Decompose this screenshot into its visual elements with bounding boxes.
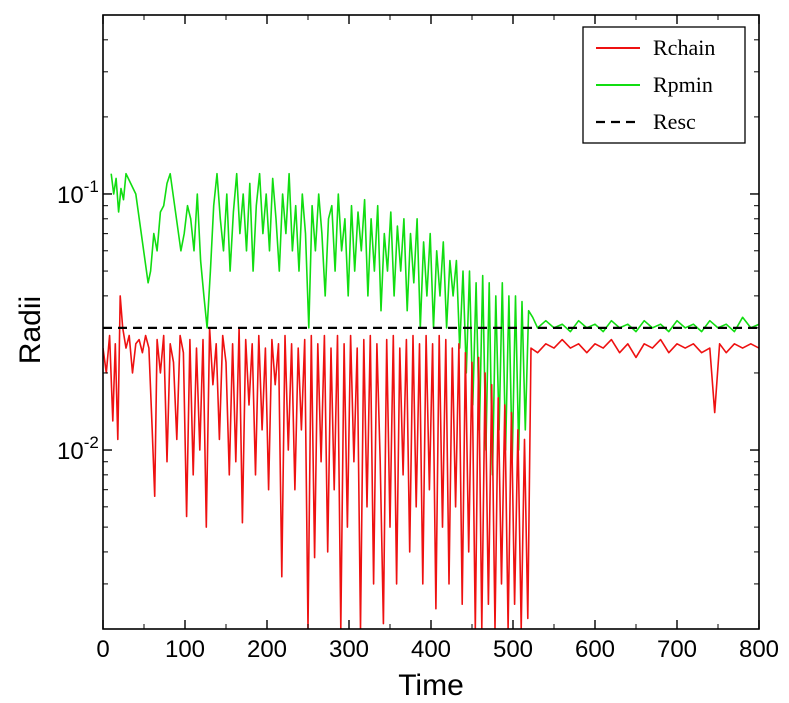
series-line-rpmin — [110, 172, 759, 476]
series-rpmin — [110, 172, 759, 476]
y-tick-label-exponent: -2 — [84, 433, 99, 452]
y-tick-label: 10-2 — [57, 433, 99, 465]
legend-label-resc: Resc — [653, 109, 696, 134]
x-tick-label: 400 — [411, 636, 451, 663]
y-tick-label-base: 10 — [57, 438, 84, 465]
legend-label-rchain: Rchain — [653, 35, 715, 60]
x-tick-label: 700 — [657, 636, 697, 663]
series-layer — [103, 172, 759, 629]
x-tick-label: 200 — [247, 636, 287, 663]
x-axis-title: Time — [398, 669, 464, 702]
series-line-rchain — [103, 295, 759, 629]
x-tick-label: 600 — [575, 636, 615, 663]
legend-label-rpmin: Rpmin — [653, 72, 713, 97]
y-axis-title: Radii — [14, 296, 47, 364]
legend-box — [582, 26, 746, 144]
legend: Rchain Rpmin Resc — [582, 26, 746, 144]
x-tick-label: 0 — [96, 636, 109, 663]
y-tick-label-exponent: -1 — [84, 177, 99, 196]
series-rchain — [103, 295, 759, 629]
x-tick-label: 800 — [739, 636, 779, 663]
y-tick-label: 10-1 — [57, 177, 99, 209]
x-tick-label: 300 — [329, 636, 369, 663]
x-tick-label: 100 — [165, 636, 205, 663]
y-tick-label-base: 10 — [57, 182, 84, 209]
x-tick-label: 500 — [493, 636, 533, 663]
